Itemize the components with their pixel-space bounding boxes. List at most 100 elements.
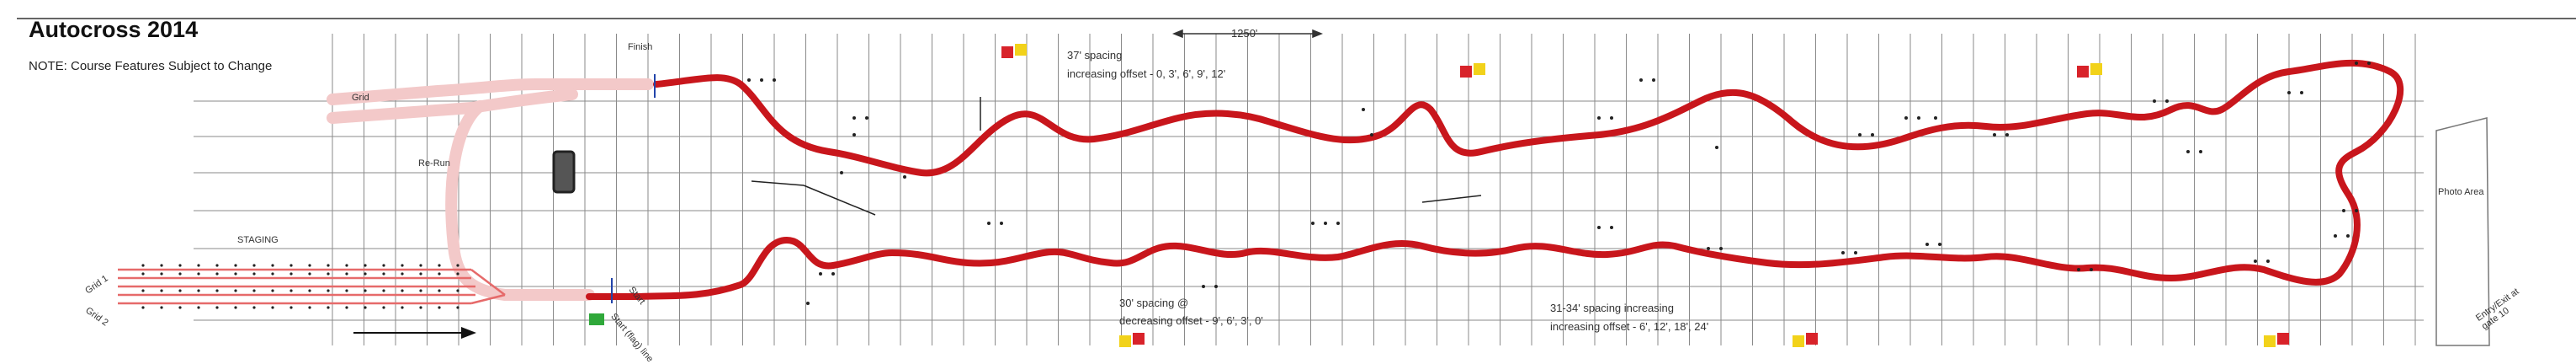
cone-marker xyxy=(760,78,763,82)
cone-marker xyxy=(987,222,991,225)
rerun-label: Re-Run xyxy=(418,158,450,169)
cones xyxy=(141,62,2371,309)
staging-marker xyxy=(327,264,330,267)
staging-marker xyxy=(197,289,200,292)
staging-marker xyxy=(289,264,293,267)
cone-marker xyxy=(2346,234,2350,238)
flag-icon xyxy=(1001,44,1027,58)
cone-walls xyxy=(751,97,1482,216)
staging-marker xyxy=(197,272,200,276)
cone-marker xyxy=(852,133,856,136)
cone-marker xyxy=(1000,222,1003,225)
staging-marker xyxy=(271,272,274,276)
cone-marker xyxy=(1715,146,1718,149)
staging-marker xyxy=(382,264,385,267)
cone-marker xyxy=(1652,78,1655,82)
course-note: NOTE: Course Features Subject to Change xyxy=(29,59,273,73)
staging-marker xyxy=(141,272,145,276)
staging-marker xyxy=(308,264,311,267)
cone-marker xyxy=(2334,234,2337,238)
staging-marker xyxy=(289,306,293,309)
finish-label: Finish xyxy=(628,42,653,52)
flag-icon xyxy=(2264,333,2289,347)
cone-marker xyxy=(2300,91,2303,94)
cone-marker xyxy=(819,272,822,276)
flag-icon xyxy=(1793,333,1818,347)
staging-marker xyxy=(252,306,256,309)
staging-marker xyxy=(215,306,219,309)
course-line xyxy=(586,59,2404,300)
cone-marker xyxy=(1202,285,1205,288)
staging-lanes xyxy=(118,268,506,305)
spacing-right-label: 31-34' spacing increasing xyxy=(1550,302,1675,314)
staging-marker xyxy=(382,306,385,309)
staging-marker xyxy=(234,289,237,292)
cone-marker xyxy=(806,302,810,305)
staging-marker xyxy=(438,289,441,292)
staging-marker xyxy=(308,306,311,309)
staging-marker xyxy=(327,272,330,276)
offset-top-label: increasing offset - 0, 3', 6', 9', 12' xyxy=(1067,67,1226,80)
cone-marker xyxy=(1934,116,1937,120)
cone-marker xyxy=(2342,209,2345,212)
cone-marker xyxy=(1336,222,1340,225)
cone-marker xyxy=(1854,251,1857,254)
staging-marker xyxy=(178,306,182,309)
staging-marker xyxy=(401,264,404,267)
staging-marker xyxy=(401,289,404,292)
cone-marker xyxy=(2287,91,2291,94)
cone-marker xyxy=(2266,260,2270,263)
cone-marker xyxy=(1370,133,1373,136)
staging-marker xyxy=(160,289,163,292)
staging-marker xyxy=(160,264,163,267)
cone-marker xyxy=(2199,150,2202,153)
direction-arrow xyxy=(353,327,476,339)
staging-marker xyxy=(327,289,330,292)
staging-marker xyxy=(345,264,348,267)
staging-marker xyxy=(178,272,182,276)
cone-marker xyxy=(1904,116,1908,120)
staging-marker xyxy=(364,264,367,267)
cone-marker xyxy=(831,272,835,276)
staging-marker xyxy=(345,272,348,276)
staging-marker xyxy=(327,306,330,309)
staging-marker xyxy=(178,264,182,267)
cone-marker xyxy=(2355,209,2358,212)
photo-area-label: Photo Area xyxy=(2438,187,2484,197)
dimension-label: 1250' xyxy=(1231,27,1258,40)
staging-marker xyxy=(308,289,311,292)
cone-marker xyxy=(2165,99,2169,103)
grid-label: Grid xyxy=(352,93,369,103)
cone-marker xyxy=(1707,247,1710,250)
staging-marker xyxy=(215,272,219,276)
staging-marker xyxy=(160,306,163,309)
cone-marker xyxy=(1993,133,1996,136)
staging-marker xyxy=(456,306,459,309)
cone-marker xyxy=(1925,243,1929,246)
staging-marker xyxy=(438,272,441,276)
cone-marker xyxy=(1938,243,1941,246)
cone-marker xyxy=(773,78,776,82)
flag-icon xyxy=(2077,63,2102,78)
staging-marker xyxy=(197,264,200,267)
cone-marker xyxy=(1311,222,1315,225)
staging-marker xyxy=(382,289,385,292)
staging-marker xyxy=(160,272,163,276)
dimension-arrow xyxy=(1171,29,1324,39)
timing-trailer xyxy=(552,150,576,194)
cone-marker xyxy=(1324,222,1327,225)
staging-marker xyxy=(141,306,145,309)
staging-marker xyxy=(197,306,200,309)
cone-marker xyxy=(1610,226,1613,229)
staging-marker xyxy=(289,272,293,276)
cone-marker xyxy=(2153,99,2156,103)
staging-marker xyxy=(178,289,182,292)
staging-marker xyxy=(456,264,459,267)
staging-marker xyxy=(234,272,237,276)
staging-marker xyxy=(215,289,219,292)
staging-marker xyxy=(419,306,422,309)
staging-marker xyxy=(271,306,274,309)
photo-area-outline xyxy=(2435,117,2490,346)
staging-label: STAGING xyxy=(237,235,279,245)
